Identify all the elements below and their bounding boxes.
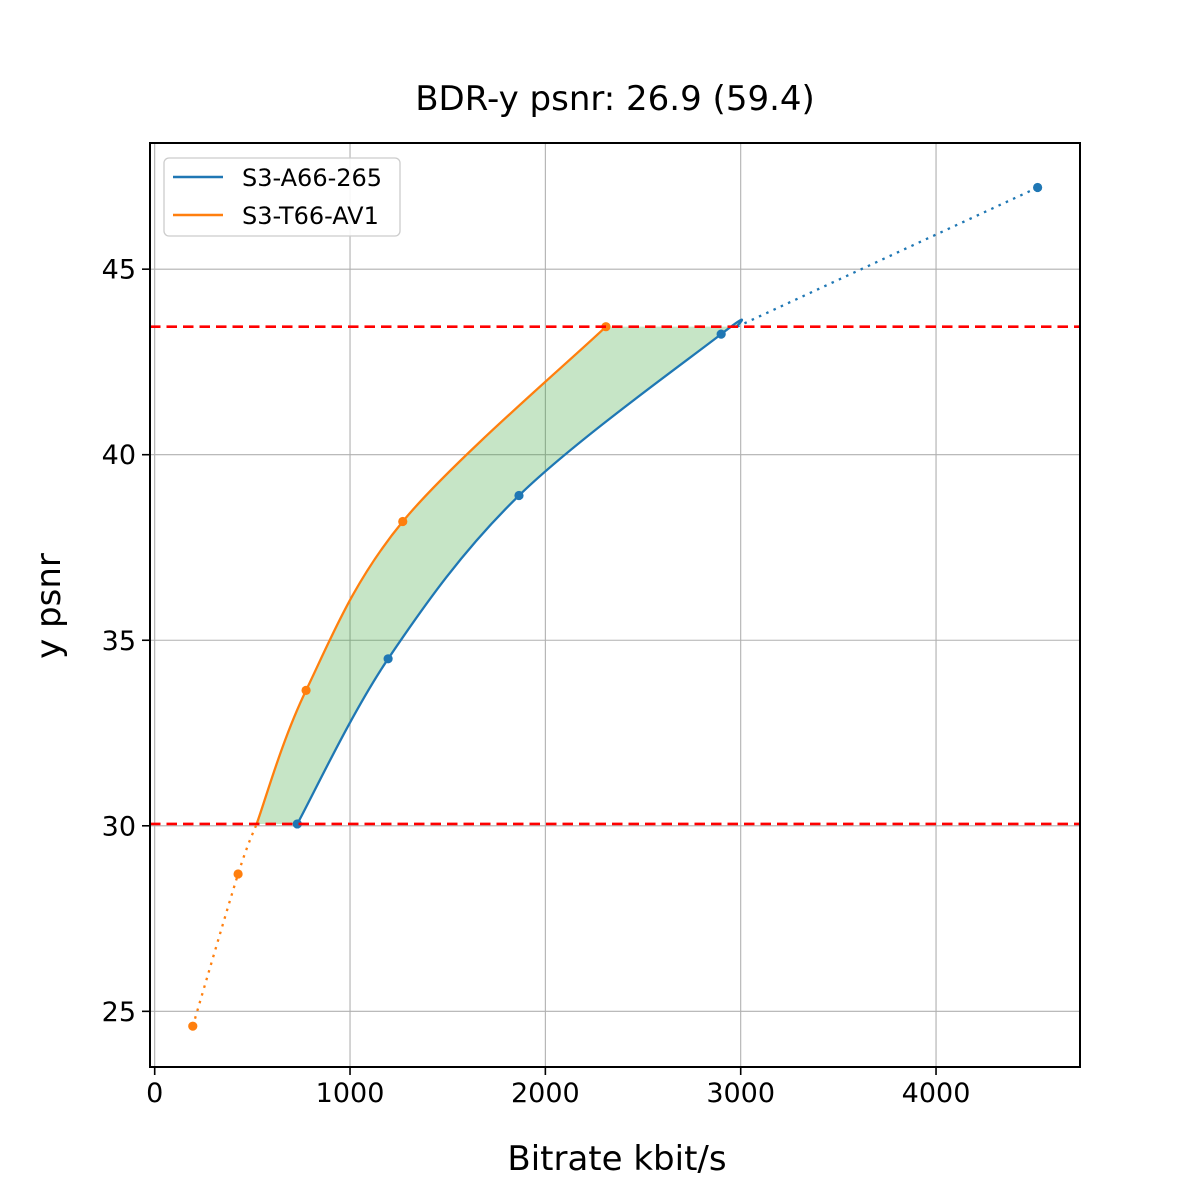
series-layer (188, 182, 1043, 1031)
data-point-S3-T66-AV1 (233, 869, 243, 879)
grid-layer (150, 143, 1080, 1067)
data-point-S3-T66-AV1 (398, 516, 408, 527)
x-tick-label: 1000 (316, 1078, 385, 1109)
overlap-fill (256, 319, 742, 824)
series-dotted-segment-S3-T66-AV1 (191, 823, 258, 1027)
x-tick-label: 4000 (902, 1078, 971, 1109)
data-point-S3-A66-265 (514, 490, 524, 501)
data-point-S3-A66-265 (1033, 182, 1043, 193)
tick-layer: 0 1000 2000 3000 4000 25 30 35 40 45 (102, 255, 971, 1109)
legend-label-2: S3-T66-AV1 (242, 202, 379, 230)
y-tick-label: 45 (102, 255, 136, 286)
data-point-S3-T66-AV1 (301, 685, 311, 695)
data-point-S3-A66-265 (716, 329, 726, 339)
data-point-S3-A66-265 (292, 819, 302, 829)
x-tick-label: 0 (146, 1078, 163, 1109)
x-tick-label: 3000 (706, 1078, 775, 1109)
data-point-S3-T66-AV1 (188, 1021, 198, 1031)
y-tick-label: 25 (102, 997, 136, 1028)
data-point-S3-A66-265 (383, 654, 393, 664)
chart-title: BDR-y psnr: 26.9 (59.4) (415, 79, 815, 119)
series-line-S3-A66-265 (296, 318, 744, 825)
y-tick-label: 35 (102, 626, 136, 657)
x-tick-label: 2000 (511, 1078, 580, 1109)
shaded-overlap-region (256, 319, 742, 824)
series-line-S3-T66-AV1 (255, 325, 607, 825)
legend-label-1: S3-A66-265 (242, 164, 382, 192)
y-axis-label: y psnr (29, 553, 69, 659)
y-tick-label: 40 (102, 440, 136, 471)
reference-lines-layer (150, 325, 1080, 826)
plot-border (149, 142, 1081, 1068)
x-axis-label: Bitrate kbit/s (507, 1139, 726, 1179)
y-tick-label: 30 (102, 811, 136, 842)
legend: S3-A66-265 S3-T66-AV1 (163, 157, 401, 237)
series-dotted-segment-S3-A66-265 (736, 186, 1039, 328)
